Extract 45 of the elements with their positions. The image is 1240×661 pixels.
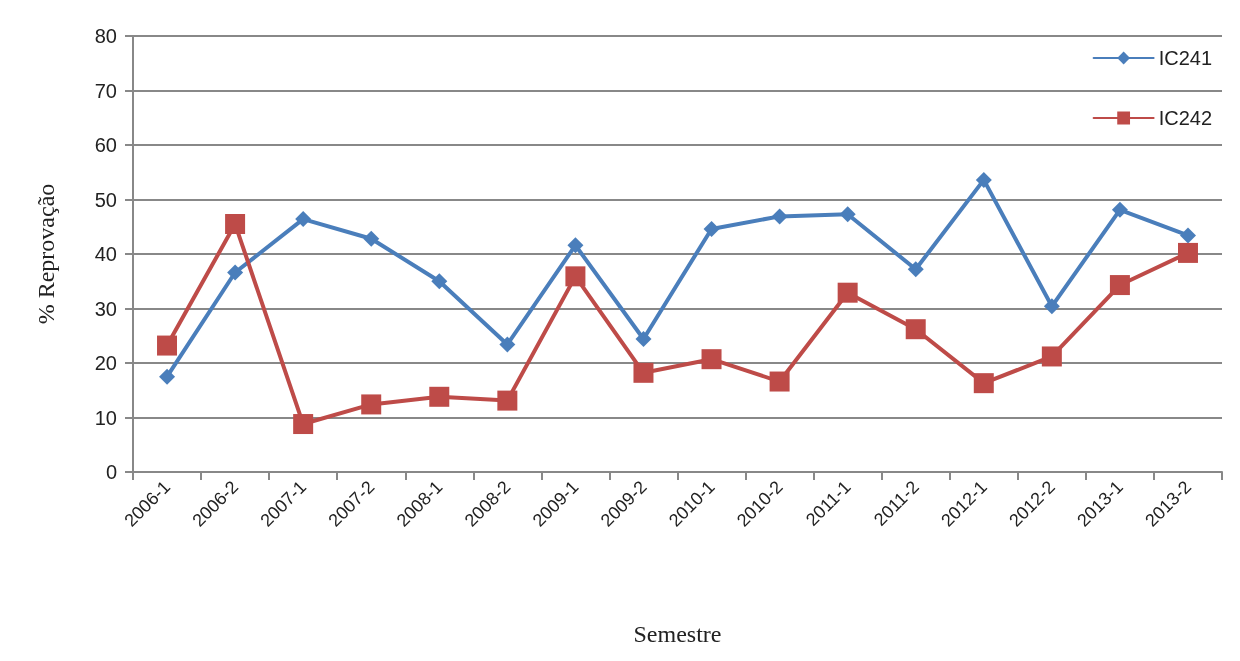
point (973, 373, 994, 394)
point (635, 331, 652, 348)
point (701, 349, 722, 370)
legend-label: IC241 (1158, 47, 1213, 69)
point (565, 266, 586, 287)
x-axis-title: Semestre (633, 621, 722, 647)
y-tick-label: 0 (105, 461, 117, 483)
point (363, 230, 380, 247)
y-tick-label: 50 (94, 188, 117, 211)
point (905, 319, 926, 340)
point (157, 335, 178, 356)
point (1111, 201, 1128, 218)
point (225, 214, 246, 235)
point (1043, 298, 1060, 315)
point (1179, 227, 1196, 244)
y-tick-label: 60 (94, 134, 117, 156)
point (293, 414, 314, 435)
point (771, 208, 788, 225)
point (429, 386, 450, 407)
y-tick-label: 70 (94, 79, 117, 102)
point (499, 336, 516, 353)
point (1041, 346, 1062, 367)
point (361, 394, 382, 415)
point (497, 390, 518, 411)
point (1177, 242, 1198, 263)
point (769, 371, 790, 392)
y-tick-label: 20 (94, 352, 117, 374)
point (227, 264, 244, 281)
point (567, 237, 584, 254)
y-tick-label: 10 (94, 406, 117, 429)
y-axis-title: % Reprovação (33, 183, 59, 325)
point (159, 368, 176, 385)
point (431, 273, 448, 290)
point (295, 211, 312, 228)
point (839, 206, 856, 223)
point (837, 282, 858, 303)
y-tick-label: 30 (94, 297, 117, 320)
point (633, 362, 654, 383)
y-tick-label: 80 (94, 25, 117, 47)
y-tick-label: 40 (94, 243, 117, 265)
point (1109, 275, 1130, 296)
point (907, 261, 924, 278)
point (975, 171, 992, 188)
point (703, 220, 720, 237)
legend-label: IC242 (1158, 107, 1213, 129)
